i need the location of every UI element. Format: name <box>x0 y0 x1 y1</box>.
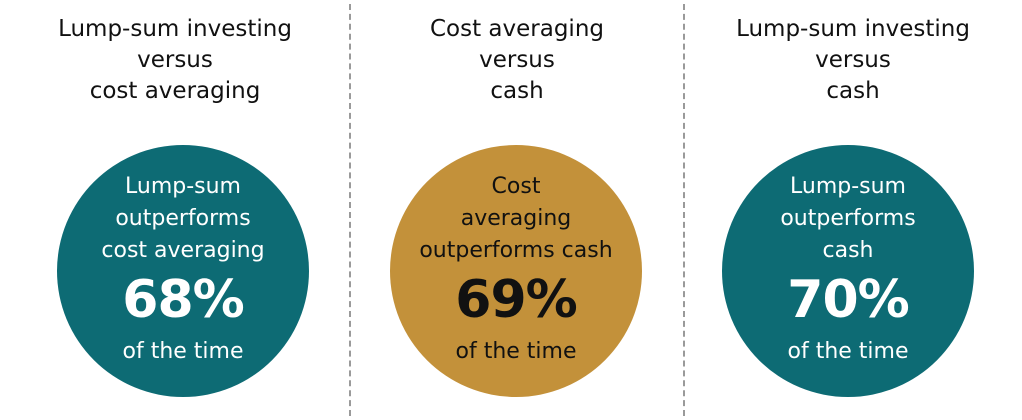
panel-lump-sum-vs-cash: Lump-sum investing versus cash Lump-sum … <box>684 0 1022 420</box>
stat-description: Lump-sum outperforms cost averaging <box>101 174 265 263</box>
stat-suffix: of the time <box>455 339 577 364</box>
stat-circle: Lump-sum outperforms cash 70% of the tim… <box>722 145 974 397</box>
stat-description: Lump-sum outperforms cash <box>780 174 916 263</box>
panel-divider <box>349 4 351 416</box>
stat-description: Cost averaging outperforms cash <box>419 174 613 263</box>
panel-heading: Lump-sum investing versus cost averaging <box>58 16 292 104</box>
panel-lump-sum-vs-cost-averaging: Lump-sum investing versus cost averaging… <box>0 0 350 420</box>
stat-circle: Cost averaging outperforms cash 69% of t… <box>390 145 642 397</box>
stat-circle: Lump-sum outperforms cost averaging 68% … <box>57 145 309 397</box>
panel-cost-averaging-vs-cash: Cost averaging versus cash Cost averagin… <box>350 0 684 420</box>
panel-heading: Lump-sum investing versus cash <box>736 16 970 104</box>
stat-suffix: of the time <box>122 339 244 364</box>
stat-suffix: of the time <box>787 339 909 364</box>
stat-value: 68% <box>122 270 244 330</box>
stat-value: 69% <box>455 270 577 330</box>
panel-heading: Cost averaging versus cash <box>429 16 605 104</box>
panel-divider <box>683 4 685 416</box>
stat-value: 70% <box>787 270 909 330</box>
